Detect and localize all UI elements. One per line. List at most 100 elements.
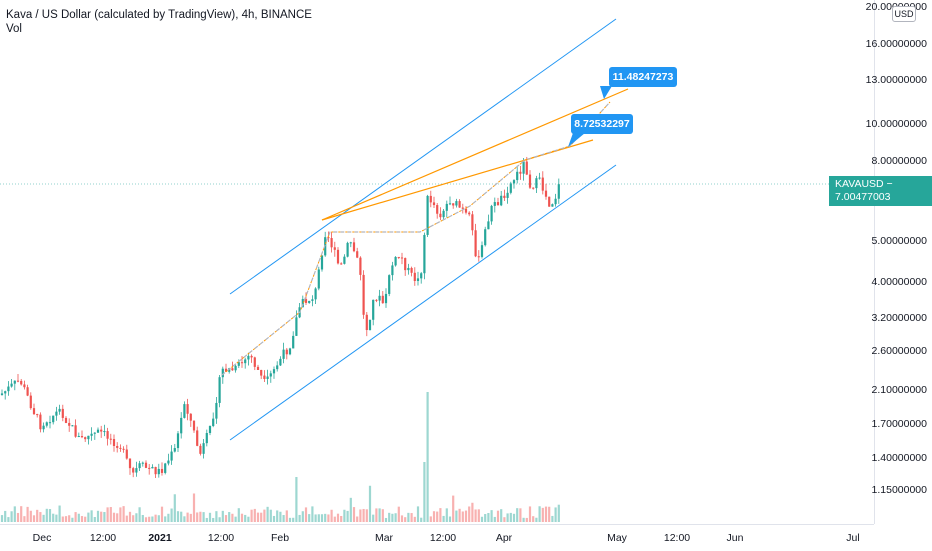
candle-body (125, 449, 128, 459)
candle-body (247, 355, 250, 360)
candle-body (260, 369, 263, 376)
candle-body (429, 195, 432, 203)
candle-body (0, 393, 4, 395)
candle-body (336, 249, 340, 264)
price-callout-lower[interactable]: 8.72532297 (571, 114, 633, 134)
chart-area[interactable] (0, 0, 874, 524)
candle-body (439, 213, 442, 218)
volume-bar (375, 508, 378, 522)
volume-bar (407, 512, 410, 522)
volume-bar (295, 477, 298, 522)
candle-body (468, 212, 471, 215)
volume-bar (32, 515, 36, 522)
candle-body (167, 460, 170, 464)
candle-body (311, 299, 314, 301)
volume-bar (317, 514, 320, 522)
volume-bar (301, 511, 304, 522)
candle-body (496, 202, 500, 206)
price-tick-label: 5.00000000 (871, 235, 927, 247)
volume-bar (173, 494, 176, 522)
price-tick-label: 1.15000000 (871, 484, 927, 496)
volume-bar (304, 507, 308, 522)
trend-projection-overlay (221, 101, 611, 376)
candle-body (228, 368, 231, 372)
candle-body (23, 384, 26, 388)
candle-body (458, 201, 461, 208)
volume-bar (311, 506, 314, 522)
candle-body (128, 458, 132, 469)
volume-bar (496, 510, 500, 522)
volume-bar (516, 508, 519, 522)
candle-body (423, 234, 426, 274)
time-axis[interactable]: Dec 12:00 2021 12:00 Feb Mar 12:00 Apr May 12:00 J… (0, 524, 874, 551)
volume-bar (253, 508, 256, 522)
candle-body (471, 214, 474, 231)
price-tick-label: 4.00000000 (871, 276, 927, 288)
candle-body (218, 377, 221, 403)
candle-body (122, 448, 125, 450)
price-callout-upper[interactable]: 11.48247273 (609, 67, 677, 87)
candle-body (330, 238, 333, 248)
candle-body (90, 433, 93, 436)
callout-pointer-upper (600, 86, 612, 99)
time-tick-label: Apr (495, 532, 513, 544)
volume-bar (346, 510, 349, 522)
candle-body (186, 404, 189, 414)
volume-bar (192, 493, 196, 522)
volume-bar (234, 516, 237, 522)
currency-button[interactable]: USD (892, 6, 916, 22)
candle-body (448, 203, 452, 205)
candle-body (237, 362, 240, 366)
volume-bar (352, 507, 356, 522)
volume-bar (544, 506, 548, 522)
time-tick-label: 12:00 (429, 532, 457, 544)
candle-body (506, 192, 509, 198)
candle-body (199, 445, 202, 454)
volume-bar (93, 517, 96, 522)
candle-body (407, 267, 410, 271)
time-tick-label: Mar (374, 532, 394, 544)
candle-body (477, 256, 480, 258)
volume-bar (551, 515, 554, 522)
volume-bar (186, 512, 189, 522)
volume-bar (148, 516, 151, 522)
volume-bar (74, 512, 77, 522)
volume-bar (240, 513, 244, 522)
price-chart[interactable] (0, 0, 874, 524)
price-scale[interactable]: 20.0000000016.0000000013.0000000010.0000… (866, 0, 932, 524)
volume-bar (29, 510, 32, 522)
volume-bar (368, 485, 372, 522)
candle-body (84, 437, 87, 440)
candle-body (416, 278, 420, 281)
volume-bar (218, 517, 221, 522)
candle-body (96, 429, 100, 433)
candle-body (404, 258, 407, 271)
candle-body (68, 422, 71, 426)
candle-body (26, 387, 29, 396)
volume-bar (4, 510, 7, 522)
volume-bar (522, 517, 525, 522)
volume-bar (413, 516, 416, 522)
volume-bar (445, 508, 448, 522)
volume-bar (96, 510, 100, 522)
volume-bar (448, 516, 452, 522)
candle-body (52, 415, 55, 423)
time-tick-label: May (607, 532, 627, 544)
volume-bar (343, 509, 346, 522)
volume-bar (256, 512, 260, 522)
candle-body (397, 256, 400, 258)
time-tick-label: 12:00 (89, 532, 117, 544)
volume-bar (548, 506, 551, 522)
candle-body (356, 251, 359, 258)
volume-bar (439, 508, 442, 522)
volume-label: Vol (6, 23, 22, 35)
volume-bar (48, 509, 52, 522)
volume-bar (176, 511, 180, 522)
volume-bar (292, 517, 295, 522)
candle-body (548, 196, 551, 207)
candle-body (538, 177, 541, 179)
volume-bar (221, 510, 224, 522)
volume-bar (426, 392, 429, 522)
channel-upper-line (229, 18, 617, 295)
last-price-tag: KAVAUSD − 7.00477003 41:49 (829, 176, 932, 216)
